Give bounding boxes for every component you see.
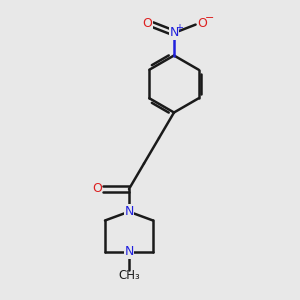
Text: +: +: [175, 23, 183, 33]
Text: O: O: [92, 182, 102, 196]
Text: N: N: [169, 26, 179, 40]
Text: −: −: [205, 13, 214, 23]
Text: N: N: [124, 245, 134, 259]
Text: O: O: [197, 16, 207, 30]
Text: CH₃: CH₃: [118, 269, 140, 282]
Text: O: O: [142, 16, 152, 30]
Text: N: N: [124, 205, 134, 218]
